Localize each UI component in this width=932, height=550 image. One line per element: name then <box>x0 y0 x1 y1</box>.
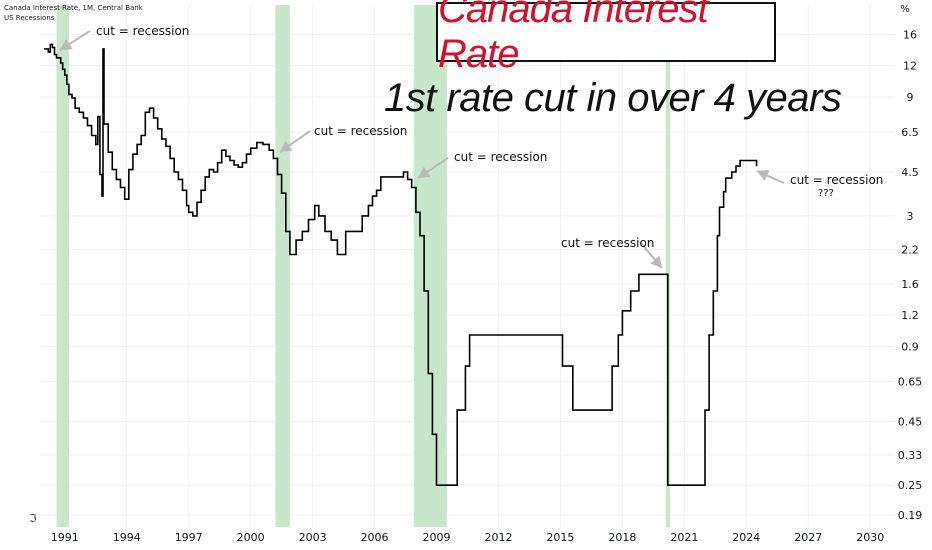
x-tick-label: 2015 <box>546 531 574 544</box>
annotation-2020: cut = recession <box>561 236 655 250</box>
annotation-2008: cut = recession <box>454 150 548 164</box>
x-tick-label: 2006 <box>361 531 389 544</box>
recession-band <box>56 5 69 527</box>
rate-line <box>44 43 758 486</box>
y-unit-label: % <box>900 4 910 15</box>
y-tick-label: 12 <box>903 60 917 73</box>
axes: 1991 1994 1997 2000 2003 2006 2009 2012 2015 2018… <box>51 4 922 544</box>
annotation-arrow-head <box>650 255 662 268</box>
x-tick-label: 2021 <box>670 531 698 544</box>
x-tick-label: 2030 <box>856 531 884 544</box>
annotation-arrows <box>59 30 785 269</box>
recession-band <box>413 5 447 527</box>
annotation-arrow-head <box>60 39 73 50</box>
x-tick-label: 2003 <box>299 531 327 544</box>
annotation-2001: cut = recession <box>314 124 408 138</box>
y-tick-label: 0.9 <box>901 340 919 353</box>
x-tick-label: 2000 <box>237 531 265 544</box>
x-tick-label: 1997 <box>175 531 203 544</box>
annotation-2024: cut = recession <box>790 173 884 187</box>
legend-title: Canada Interest Rate, 1M, Central Bank <box>4 4 143 12</box>
y-tick-label: 0.19 <box>898 509 923 522</box>
y-tick-label: 4.5 <box>901 166 919 179</box>
y-tick-label: 0.65 <box>898 376 923 389</box>
title-box: Canada Interest Rate <box>436 0 776 76</box>
x-tick-label: 2027 <box>794 531 822 544</box>
y-tick-label: 0.33 <box>898 449 923 462</box>
chart-subtitle: 1st rate cut in over 4 years <box>384 76 842 120</box>
x-tick-label: 1991 <box>51 531 79 544</box>
y-tick-label: 9 <box>907 91 914 104</box>
recession-band <box>665 5 670 527</box>
series <box>44 43 758 486</box>
y-tick-label: 0.25 <box>898 479 923 492</box>
y-tick-label: 1.2 <box>901 309 919 322</box>
annotation-arrow-head <box>418 166 431 178</box>
y-tick-label: 2.2 <box>901 244 919 257</box>
x-tick-label: 2024 <box>732 531 760 544</box>
annotation-arrow-head <box>280 140 293 152</box>
x-tick-label: 1994 <box>113 531 141 544</box>
grid <box>40 5 895 527</box>
y-tick-label: 1.6 <box>901 278 919 291</box>
annotation-2024-question: ??? <box>818 188 834 199</box>
y-tick-label: 16 <box>903 28 917 41</box>
y-tick-label: 3 <box>907 210 914 223</box>
y-tick-label: 0.45 <box>898 415 923 428</box>
legend-subtitle: US Recessions <box>4 14 55 22</box>
recession-band <box>275 5 290 527</box>
chart-title: Canada Interest Rate <box>438 0 709 76</box>
x-tick-label: 2018 <box>608 531 636 544</box>
x-tick-label: 2012 <box>484 531 512 544</box>
x-tick-label: 2009 <box>423 531 451 544</box>
annotation-1991: cut = recession <box>96 24 190 38</box>
y-tick-label: 6.5 <box>901 126 919 139</box>
tradingview-logo-icon: ℑ <box>29 513 37 525</box>
recession-bands <box>56 5 670 527</box>
annotation-arrow-head <box>757 169 770 181</box>
